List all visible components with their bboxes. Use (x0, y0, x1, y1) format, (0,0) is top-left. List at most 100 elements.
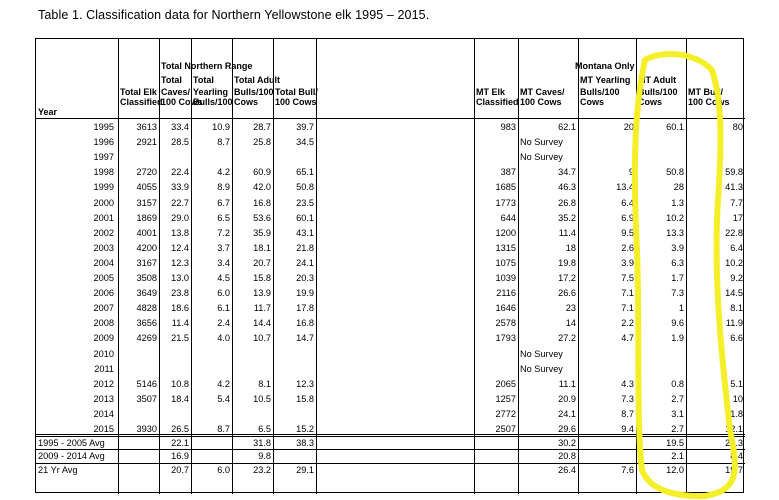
table-cell: 11.7 (253, 303, 271, 314)
table-cell: 35.2 (558, 212, 576, 223)
column-header: MT Caves/ (520, 87, 565, 97)
table-cell: 17 (732, 212, 743, 223)
table-cell: 10.2 (725, 257, 743, 268)
table-cell: 13.9 (253, 288, 271, 299)
row-year: 2008 (93, 318, 114, 329)
table-cell: 10.7 (253, 333, 271, 344)
table-cell: 2065 (495, 378, 516, 389)
table-cell: 14.7 (296, 333, 314, 344)
summary-cell: 8.4 (730, 451, 743, 462)
column-divider (273, 39, 274, 494)
table-cell: 11.4 (558, 227, 576, 238)
summary-cell: 38.3 (296, 438, 314, 448)
column-header: Total Bull/ (275, 87, 318, 97)
column-header: MT Elk (476, 87, 506, 97)
table-cell: 13.0 (171, 273, 189, 283)
table-cell: 1646 (495, 303, 516, 314)
summary-cell: 26.4 (558, 464, 576, 475)
table-cell: 11.9 (725, 318, 743, 329)
summary-cell: 23.2 (253, 464, 271, 475)
classification-table: Total Northern Range Montana Only Year Tota… (35, 38, 745, 494)
group-header-northern-range: Total Northern Range (161, 61, 253, 71)
table-cell: 17.2 (558, 273, 576, 283)
table-cell: 6.7 (217, 197, 230, 208)
table-cell: 6.1 (217, 303, 230, 314)
table-cell: 24.1 (296, 257, 314, 268)
row-year: 1996 (93, 137, 114, 148)
column-header: Cows (580, 97, 605, 107)
summary-cell: 19.5 (666, 438, 684, 448)
row-year: 2003 (93, 242, 114, 253)
table-cell: 9.4 (621, 424, 634, 434)
table-cell: 6.5 (217, 212, 230, 223)
column-header: Total Elk (120, 87, 157, 97)
table-cell: 1315 (495, 242, 516, 253)
summary-cell: 31.8 (253, 438, 271, 448)
no-survey-note: No Survey (520, 152, 563, 163)
table-cell: 7.3 (671, 288, 684, 299)
table-cell: 18 (565, 242, 576, 253)
table-cell: 13.4 (616, 182, 634, 193)
summary-row-divider (36, 449, 745, 451)
summary-row-divider (36, 462, 745, 464)
table-cell: 6.3 (671, 257, 684, 268)
table-cell: 1685 (495, 182, 516, 193)
column-header: 100 Cows (688, 97, 730, 107)
summary-cell: 12.0 (666, 464, 684, 475)
table-cell: 16.8 (253, 197, 271, 208)
table-cell: 2507 (495, 424, 516, 434)
column-header: Cows (234, 97, 259, 107)
row-year: 2014 (93, 408, 114, 419)
no-survey-note: No Survey (520, 348, 563, 359)
table-cell: 3.1 (671, 408, 684, 419)
table-cell: 2.4 (217, 318, 230, 329)
table-cell: 50.8 (296, 182, 314, 193)
year-header: Year (38, 107, 58, 117)
table-cell: 50.8 (666, 167, 684, 178)
column-divider (474, 39, 475, 494)
no-survey-note: No Survey (520, 137, 563, 148)
table-cell: 10.9 (212, 122, 230, 132)
table-cell: 13.3 (666, 227, 684, 238)
row-year: 2002 (93, 227, 114, 238)
table-cell: 2720 (136, 167, 157, 178)
table-cell: 34.5 (296, 137, 314, 148)
table-cell: 33.4 (171, 122, 189, 132)
summary-cell: 19.7 (725, 464, 743, 475)
table-cell: 3930 (136, 424, 157, 434)
table-cell: 8.7 (621, 408, 634, 419)
summary-cell: 9.8 (258, 451, 271, 462)
table-cell: 19.8 (558, 257, 576, 268)
table-cell: 27.2 (558, 333, 576, 344)
table-cell: 20 (623, 122, 634, 132)
table-cell: 22.7 (171, 197, 189, 208)
table-cell: 9.6 (671, 318, 684, 329)
table-cell: 2.7 (671, 424, 684, 434)
table-cell: 23 (565, 303, 576, 314)
table-cell: 15.8 (253, 273, 271, 283)
column-divider (232, 39, 233, 494)
table-cell: 33.9 (171, 182, 189, 193)
table-cell: 41.3 (725, 182, 743, 193)
table-cell: 3649 (136, 288, 157, 299)
table-cell: 5.1 (730, 378, 743, 389)
table-cell: 21.8 (296, 242, 314, 253)
summary-cell: 29.1 (296, 464, 314, 475)
row-year: 1997 (93, 152, 114, 163)
table-cell: 9 (628, 167, 634, 178)
table-cell: 10.8 (171, 378, 189, 389)
table-cell: 3157 (136, 197, 157, 208)
table-cell: 16.8 (296, 318, 314, 329)
table-cell: 9.5 (621, 227, 634, 238)
table-cell: 42.0 (253, 182, 271, 193)
summary-cell: 6.0 (217, 464, 230, 475)
table-cell: 62.1 (558, 122, 576, 132)
table-cell: 20.9 (558, 393, 576, 404)
row-year: 2006 (93, 288, 114, 299)
table-cell: 7.7 (730, 197, 743, 208)
table-cell: 1773 (495, 197, 516, 208)
table-cell: 1793 (495, 333, 516, 344)
table-cell: 2.2 (621, 318, 634, 329)
row-year: 2004 (93, 257, 114, 268)
summary-cell: 20.7 (171, 464, 189, 475)
